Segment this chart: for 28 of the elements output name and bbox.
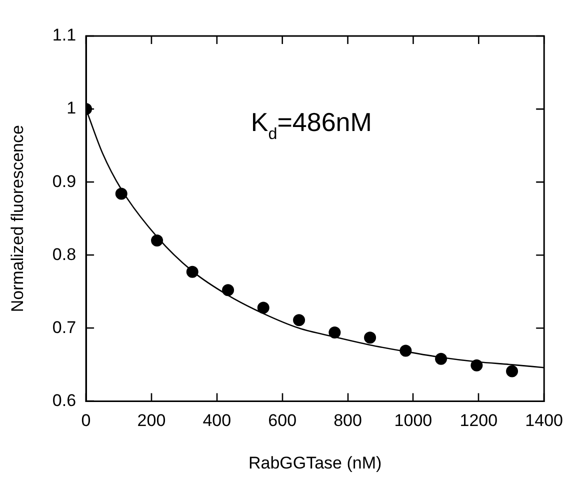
x-tick-label: 1000 (394, 411, 432, 430)
point (470, 359, 483, 372)
x-tick-label: 1200 (460, 411, 498, 430)
point (257, 302, 270, 314)
x-tick-label: 800 (334, 411, 362, 430)
y-tick-label: 0.6 (52, 390, 76, 410)
point (435, 352, 448, 365)
point (222, 284, 234, 296)
point (115, 188, 128, 200)
x-axis-title: RabGGTase (nM) (248, 453, 382, 472)
y-tick-label: 0.9 (52, 172, 76, 191)
y-tick-label: 0.8 (52, 244, 76, 264)
y-tick-label: 1.1 (52, 26, 76, 45)
x-tick-label: 600 (268, 411, 297, 430)
x-tick-label: 1400 (525, 411, 564, 430)
point (506, 365, 518, 378)
x-tick-label: 0 (81, 411, 91, 430)
y-tick-label: 1 (66, 98, 76, 118)
point (151, 234, 164, 247)
point (186, 266, 198, 278)
point (364, 332, 376, 344)
y-axis-title: Normalized fluorescence (8, 125, 27, 312)
y-tick-label: 0.7 (52, 318, 76, 337)
point (293, 314, 306, 326)
x-tick-label: 200 (137, 411, 166, 430)
x-tick-label: 400 (202, 411, 232, 430)
point (328, 326, 341, 339)
point (400, 344, 412, 357)
